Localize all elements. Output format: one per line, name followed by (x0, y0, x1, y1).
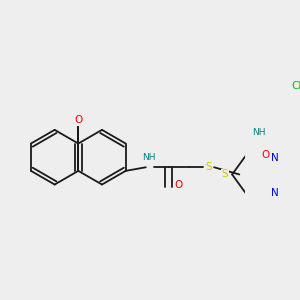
Text: O: O (262, 150, 270, 160)
Text: Cl: Cl (292, 81, 300, 91)
Text: N: N (271, 188, 279, 198)
Text: NH: NH (142, 153, 155, 162)
Text: O: O (74, 115, 82, 125)
Text: NH: NH (253, 128, 266, 137)
Text: N: N (271, 153, 279, 163)
Text: O: O (174, 179, 182, 190)
Text: S: S (222, 169, 228, 179)
Text: S: S (206, 162, 212, 172)
